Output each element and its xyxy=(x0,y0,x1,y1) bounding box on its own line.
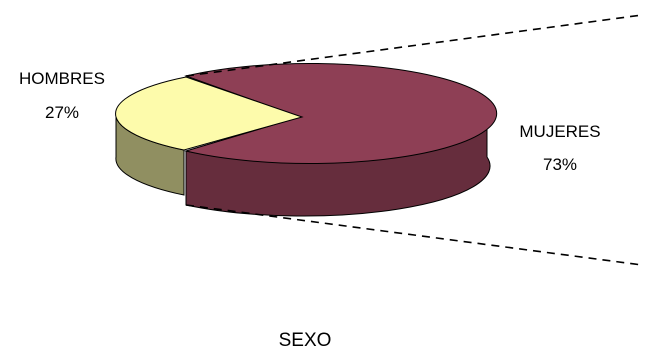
slice-label-hombres-name: HOMBRES xyxy=(19,69,105,88)
connector-line-bottom xyxy=(185,204,643,266)
slice-label-hombres-value: 27% xyxy=(45,103,79,122)
connector-line-top xyxy=(185,14,643,77)
slice-label-mujeres-value: 73% xyxy=(543,155,577,174)
slice-label-mujeres-name: MUJERES xyxy=(519,122,600,141)
pie-slice-mujeres xyxy=(184,63,498,164)
pie-3d-group xyxy=(115,63,498,217)
chart-title: SEXO xyxy=(279,330,332,351)
pie-slice-hombres xyxy=(115,76,304,151)
